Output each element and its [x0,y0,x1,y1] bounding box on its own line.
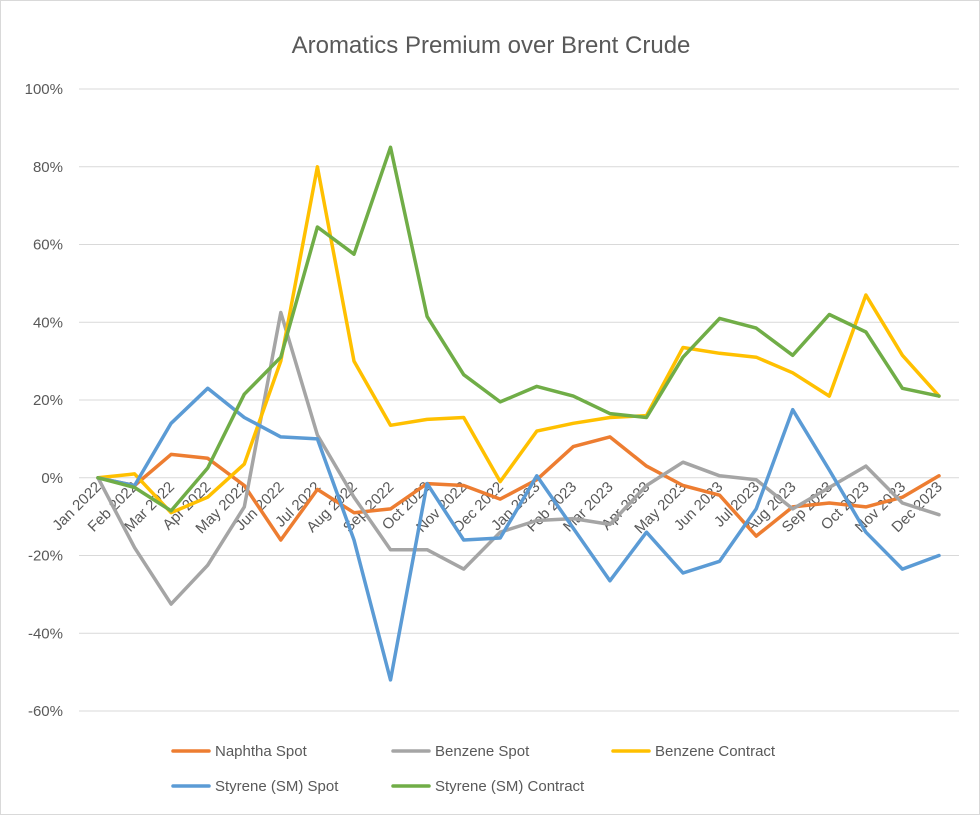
y-axis-tick-labels: 100% 80% 60% 40% 20% 0% -20% -40% -60% [25,81,63,720]
y-tick-label: 60% [33,237,63,254]
series-line-styrene-sm-contract [96,145,941,513]
legend-entry: Benzene Spot [391,743,530,760]
legend-entry: Styrene (SM) Spot [171,778,339,795]
legend-label: Naphtha Spot [215,743,308,760]
legend-entry: Benzene Contract [611,743,776,760]
y-tick-label: -60% [28,703,63,720]
legend-label: Styrene (SM) Contract [435,778,585,795]
series-lines [96,145,941,682]
legend-label: Benzene Contract [655,743,776,760]
y-tick-label: 80% [33,159,63,176]
legend-label: Benzene Spot [435,743,530,760]
legend-entry: Styrene (SM) Contract [391,778,585,795]
y-tick-label: 100% [25,81,63,98]
legend-label: Styrene (SM) Spot [215,778,339,795]
series-line-styrene-sm-spot [96,386,941,682]
y-tick-label: 40% [33,314,63,331]
y-tick-label: -20% [28,548,63,565]
legend-entry: Naphtha Spot [171,743,308,760]
series-line-benzene-spot [96,310,941,606]
y-tick-label: -40% [28,625,63,642]
y-tick-label: 20% [33,392,63,409]
legend: Naphtha Spot Benzene Spot Benzene Contract… [171,743,776,795]
y-tick-label: 0% [41,470,63,487]
gridlines [79,88,959,712]
chart-title: Aromatics Premium over Brent Crude [292,32,691,59]
series-line-benzene-contract [96,165,941,515]
